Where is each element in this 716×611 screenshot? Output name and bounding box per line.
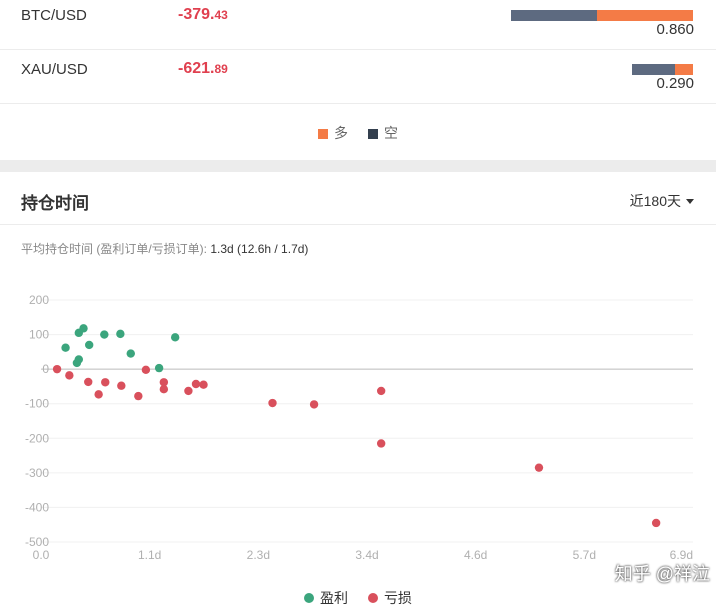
loss-point xyxy=(134,391,143,401)
profit-dot xyxy=(304,593,315,603)
period-dropdown[interactable]: 近180天 xyxy=(630,191,694,211)
y-tick-label: -300 xyxy=(25,466,49,480)
long-short-ratio-bar xyxy=(632,64,693,75)
loss-dot xyxy=(367,593,378,603)
x-tick-label: 6.9d xyxy=(670,548,693,562)
loss-point xyxy=(159,384,169,394)
x-tick-label: 1.1d xyxy=(138,548,161,562)
profit-point xyxy=(116,329,125,339)
pnl-value: -621.89 xyxy=(178,60,228,77)
loss-point xyxy=(141,365,151,375)
y-tick-label: 200 xyxy=(29,293,49,307)
loss-point xyxy=(184,386,193,396)
profit-point xyxy=(61,343,70,352)
profit-point xyxy=(84,340,94,350)
loss-point xyxy=(651,518,661,528)
ratio-legend: 多 空 xyxy=(0,123,716,143)
profit-point xyxy=(170,333,180,342)
loss-point xyxy=(376,386,386,396)
section-divider xyxy=(0,160,716,172)
loss-point xyxy=(94,390,103,399)
legend-long[interactable]: 多 xyxy=(318,123,348,143)
symbol-label: XAU/USD xyxy=(21,61,88,78)
short-segment xyxy=(632,64,675,75)
legend-short[interactable]: 空 xyxy=(367,123,398,143)
ratio-value: 0.290 xyxy=(656,75,694,92)
symbol-label: BTC/USD xyxy=(21,7,87,24)
y-tick-label: -200 xyxy=(25,431,49,445)
loss-point xyxy=(309,400,319,409)
loss-point xyxy=(268,398,277,408)
y-tick-label: -100 xyxy=(25,397,49,411)
average-holding-time: 平均持仓时间 (盈利订单/亏损订单): 1.3d (12.6h / 1.7d) xyxy=(21,242,309,256)
symbol-row-xau[interactable]: XAU/USD -621.89 0.290 xyxy=(0,49,716,104)
loss-point xyxy=(191,379,201,389)
x-tick-label: 5.7d xyxy=(573,548,596,562)
loss-point xyxy=(65,371,74,380)
caret-down-icon xyxy=(686,199,694,204)
loss-point xyxy=(376,439,386,448)
x-tick-label: 2.3d xyxy=(247,548,270,562)
profit-point xyxy=(126,349,135,358)
loss-point xyxy=(101,378,110,387)
loss-point xyxy=(534,463,544,472)
x-tick-label: 4.6d xyxy=(464,548,487,562)
y-tick-label: -500 xyxy=(25,535,49,549)
profit-point xyxy=(154,363,164,373)
ratio-value: 0.860 xyxy=(656,21,694,38)
loss-point xyxy=(159,378,169,387)
short-swatch xyxy=(367,129,378,139)
section-title: 持仓时间 xyxy=(21,194,89,213)
y-tick-label: 0 xyxy=(42,362,49,376)
short-segment xyxy=(511,10,597,21)
pnl-value: -379.43 xyxy=(178,6,228,23)
loss-point xyxy=(117,381,126,390)
legend-profit[interactable]: 盈利 xyxy=(304,588,348,608)
profit-point xyxy=(100,330,109,339)
loss-point xyxy=(52,364,62,374)
y-tick-label: 100 xyxy=(29,328,49,342)
symbol-row-btc[interactable]: BTC/USD -379.43 0.860 xyxy=(0,0,716,50)
section-header: 持仓时间 近180天 xyxy=(0,172,716,225)
long-swatch xyxy=(318,129,329,139)
y-tick-label: -400 xyxy=(25,500,49,514)
profit-point xyxy=(72,358,82,368)
long-segment xyxy=(675,64,693,75)
x-tick-label: 0.0 xyxy=(33,548,50,562)
chart-legend: 盈利 亏损 xyxy=(0,588,716,608)
watermark: 知乎 @祥泣 xyxy=(614,564,710,584)
loss-point xyxy=(199,380,208,389)
x-tick-label: 3.4d xyxy=(355,548,378,562)
long-short-ratio-bar xyxy=(511,10,693,21)
profit-point xyxy=(79,324,88,333)
long-segment xyxy=(597,10,693,21)
legend-loss[interactable]: 亏损 xyxy=(367,588,412,608)
loss-point xyxy=(84,377,93,387)
